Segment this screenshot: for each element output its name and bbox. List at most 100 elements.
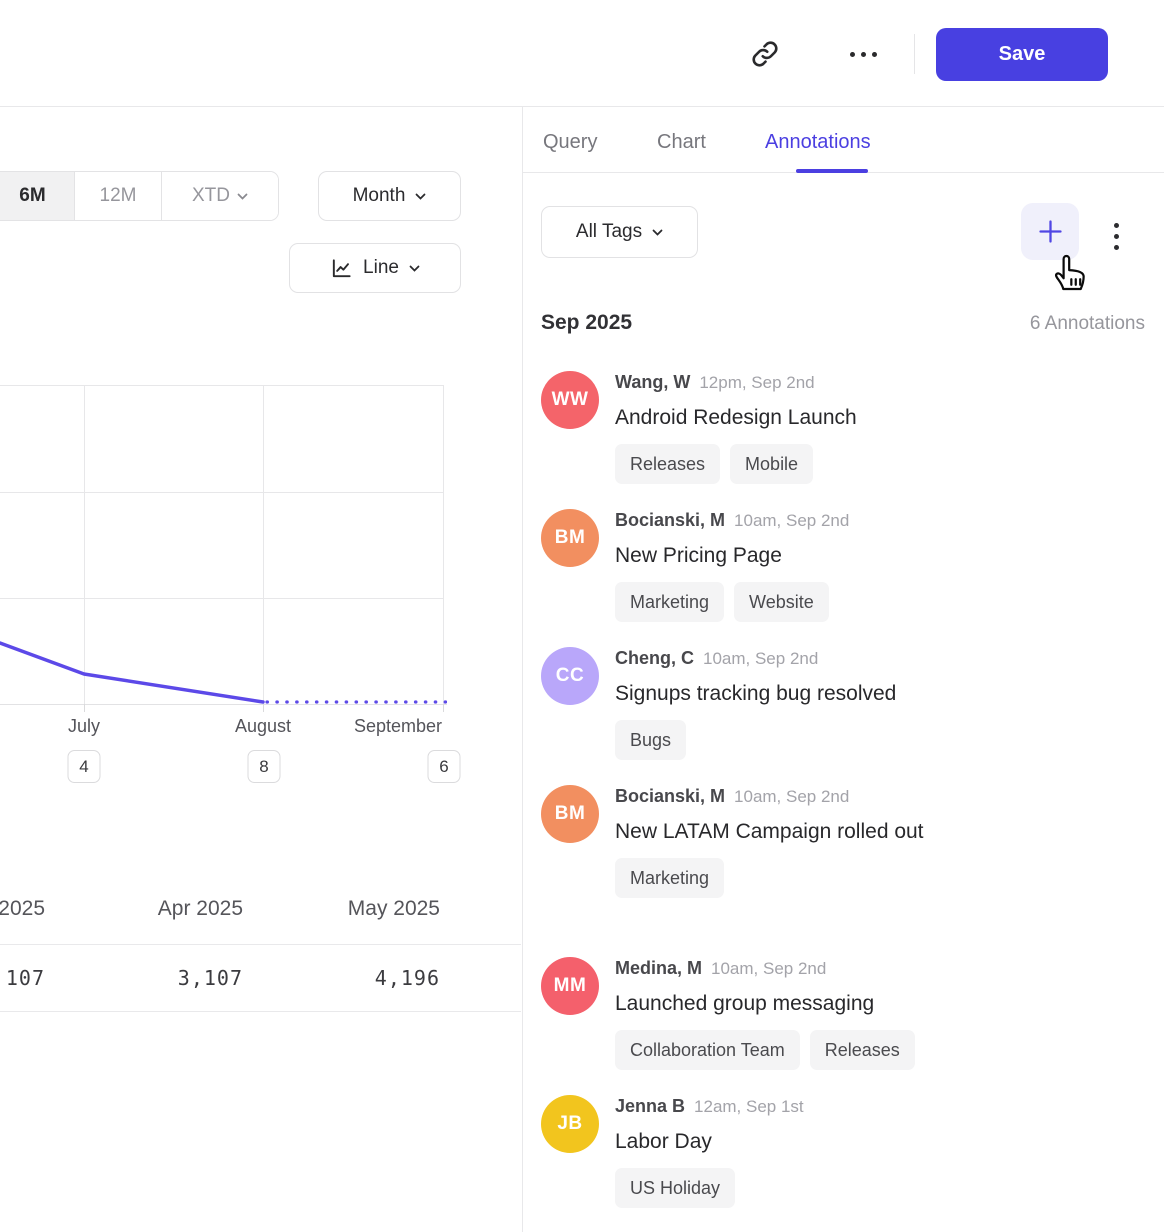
annotation-title[interactable]: New LATAM Campaign rolled out — [615, 820, 924, 843]
annotation-tags: Marketing Website — [615, 582, 849, 622]
panel-divider — [522, 107, 523, 1232]
chevron-down-icon — [409, 265, 420, 272]
annotation-list-item[interactable]: BM Bocianski, M 10am, Sep 2nd New Pricin… — [541, 509, 849, 622]
granularity-dropdown[interactable]: Month — [318, 171, 461, 221]
more-options-icon — [849, 51, 877, 57]
annotation-list: WW Wang, W 12pm, Sep 2nd Android Redesig… — [541, 371, 1145, 1211]
chart-line-series — [0, 641, 447, 704]
active-tab-underline — [796, 169, 868, 173]
annotation-author: Jenna B — [615, 1096, 686, 1116]
annotation-tag-pill[interactable]: US Holiday — [615, 1168, 736, 1208]
annotation-list-item[interactable]: MM Medina, M 10am, Sep 2nd Launched grou… — [541, 957, 915, 1070]
tag-filter-label: All Tags — [575, 221, 643, 242]
x-axis-label-august: August — [234, 716, 292, 736]
copy-link-button[interactable] — [747, 36, 783, 72]
link-icon — [750, 39, 780, 69]
tab-annotations[interactable]: Annotations — [765, 131, 871, 153]
annotation-tag-pill[interactable]: Releases — [809, 1030, 915, 1070]
avatar: WW — [541, 371, 599, 429]
chart-type-dropdown[interactable]: Line — [289, 243, 461, 293]
annotation-count-badge-september[interactable]: 6 — [427, 750, 461, 783]
annotation-title[interactable]: Labor Day — [615, 1130, 712, 1153]
annotation-tag-pill[interactable]: Marketing — [615, 858, 725, 898]
annotation-body: Jenna B 12am, Sep 1st Labor Day US Holid… — [615, 1095, 804, 1208]
axis-tick — [443, 704, 444, 712]
gridline — [0, 385, 444, 386]
line-chart-icon — [330, 257, 353, 280]
annotation-timestamp: 10am, Sep 2nd — [734, 511, 850, 530]
annotation-author: Bocianski, M — [615, 786, 726, 806]
annotation-tag-pill[interactable]: Releases — [615, 444, 721, 484]
annotation-tag-pill[interactable]: Mobile — [730, 444, 814, 484]
table-cell: 4,196 — [374, 966, 440, 990]
gridline — [443, 385, 444, 704]
range-xtd-label: XTD — [192, 185, 230, 206]
tab-chart[interactable]: Chart — [657, 131, 706, 153]
top-bar: Save — [0, 0, 1164, 107]
annotation-tag-pill[interactable]: Collaboration Team — [615, 1030, 800, 1070]
annotation-tags: Bugs — [615, 720, 896, 760]
axis-tick — [84, 704, 85, 712]
annotation-timestamp: 12pm, Sep 2nd — [699, 373, 815, 392]
annotation-title[interactable]: New Pricing Page — [615, 544, 782, 567]
gridline — [263, 385, 264, 704]
granularity-label: Month — [352, 185, 406, 206]
annotation-timestamp: 12am, Sep 1st — [694, 1097, 804, 1116]
avatar: MM — [541, 957, 599, 1015]
table-column-header: Apr 2025 — [157, 897, 243, 920]
avatar: BM — [541, 785, 599, 843]
add-annotation-button[interactable] — [1021, 203, 1079, 260]
gridline — [0, 492, 444, 493]
chart-type-label: Line — [363, 257, 399, 278]
x-axis-label-july: July — [67, 716, 101, 736]
annotation-group-title: Sep 2025 — [541, 311, 633, 334]
annotation-author: Cheng, C — [615, 648, 694, 668]
more-options-button[interactable] — [840, 40, 886, 68]
annotation-body: Bocianski, M 10am, Sep 2nd New Pricing P… — [615, 509, 849, 622]
annotation-body: Bocianski, M 10am, Sep 2nd New LATAM Cam… — [615, 785, 924, 898]
annotation-title[interactable]: Signups tracking bug resolved — [615, 682, 897, 705]
annotation-tags: Marketing — [615, 858, 924, 898]
annotation-timestamp: 10am, Sep 2nd — [711, 959, 827, 978]
annotation-list-item[interactable]: JB Jenna B 12am, Sep 1st Labor Day US Ho… — [541, 1095, 804, 1208]
table-column-header: 2025 — [0, 897, 45, 920]
save-button[interactable]: Save — [936, 28, 1108, 81]
annotation-title[interactable]: Launched group messaging — [615, 992, 875, 1015]
annotation-tag-pill[interactable]: Bugs — [615, 720, 687, 760]
annotation-tags: US Holiday — [615, 1168, 804, 1208]
annotation-author: Bocianski, M — [615, 510, 726, 530]
annotation-count-badge-july[interactable]: 4 — [67, 750, 101, 783]
annotation-body: Wang, W 12pm, Sep 2nd Android Redesign L… — [615, 371, 857, 484]
annotation-count-badge-august[interactable]: 8 — [247, 750, 281, 783]
tab-query[interactable]: Query — [543, 131, 598, 153]
annotation-list-item[interactable]: BM Bocianski, M 10am, Sep 2nd New LATAM … — [541, 785, 924, 898]
range-xtd-button[interactable]: XTD — [161, 172, 278, 220]
range-12m-button[interactable]: 12M — [74, 172, 161, 220]
annotation-body: Cheng, C 10am, Sep 2nd Signups tracking … — [615, 647, 896, 760]
annotation-body: Medina, M 10am, Sep 2nd Launched group m… — [615, 957, 915, 1070]
chevron-down-icon — [415, 193, 426, 200]
avatar: JB — [541, 1095, 599, 1153]
table-column-header: May 2025 — [347, 897, 440, 920]
x-axis-label-september: September — [353, 716, 443, 736]
annotations-menu-button[interactable] — [1102, 214, 1130, 258]
avatar: CC — [541, 647, 599, 705]
chevron-down-icon — [237, 193, 248, 200]
annotation-timestamp: 10am, Sep 2nd — [734, 787, 850, 806]
gridline — [0, 598, 444, 599]
tag-filter-dropdown[interactable]: All Tags — [541, 206, 698, 258]
annotation-list-item[interactable]: WW Wang, W 12pm, Sep 2nd Android Redesig… — [541, 371, 857, 484]
plus-icon — [1037, 218, 1064, 245]
annotation-tag-pill[interactable]: Marketing — [615, 582, 725, 622]
annotation-tag-pill[interactable]: Website — [734, 582, 829, 622]
range-6m-button[interactable]: 6M — [0, 172, 74, 220]
chevron-down-icon — [652, 229, 663, 236]
annotation-list-item[interactable]: CC Cheng, C 10am, Sep 2nd Signups tracki… — [541, 647, 896, 760]
annotation-tags: Collaboration Team Releases — [615, 1030, 915, 1070]
table-divider — [0, 944, 521, 945]
avatar: BM — [541, 509, 599, 567]
annotation-title[interactable]: Android Redesign Launch — [615, 406, 857, 429]
x-axis-line — [0, 704, 447, 705]
table-cell: 3,107 — [177, 966, 243, 990]
